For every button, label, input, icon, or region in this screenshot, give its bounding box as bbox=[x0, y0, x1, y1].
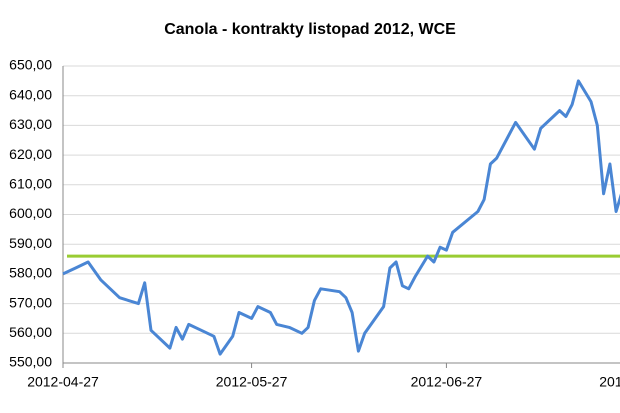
y-tick-label: 550,00 bbox=[9, 354, 52, 370]
y-tick-label: 590,00 bbox=[9, 235, 52, 251]
y-tick-label: 630,00 bbox=[9, 116, 52, 132]
y-tick-label: 580,00 bbox=[9, 265, 52, 281]
y-tick-label: 600,00 bbox=[9, 205, 52, 221]
y-tick-label: 650,00 bbox=[9, 57, 52, 73]
x-tick-label: 2012-06-27 bbox=[411, 374, 483, 390]
chart-title: Canola - kontrakty listopad 2012, WCE bbox=[164, 21, 456, 38]
x-tick-label: 2012-04-27 bbox=[27, 374, 99, 390]
y-tick-label: 620,00 bbox=[9, 146, 52, 162]
y-tick-label: 610,00 bbox=[9, 176, 52, 192]
x-tick-label: 2012-07-27 bbox=[599, 374, 620, 390]
y-tick-label: 570,00 bbox=[9, 294, 52, 310]
data-line bbox=[62, 79, 620, 356]
y-tick-label: 640,00 bbox=[9, 86, 52, 102]
x-tick-label: 2012-05-27 bbox=[216, 374, 288, 390]
y-tick-label: 560,00 bbox=[9, 324, 52, 340]
